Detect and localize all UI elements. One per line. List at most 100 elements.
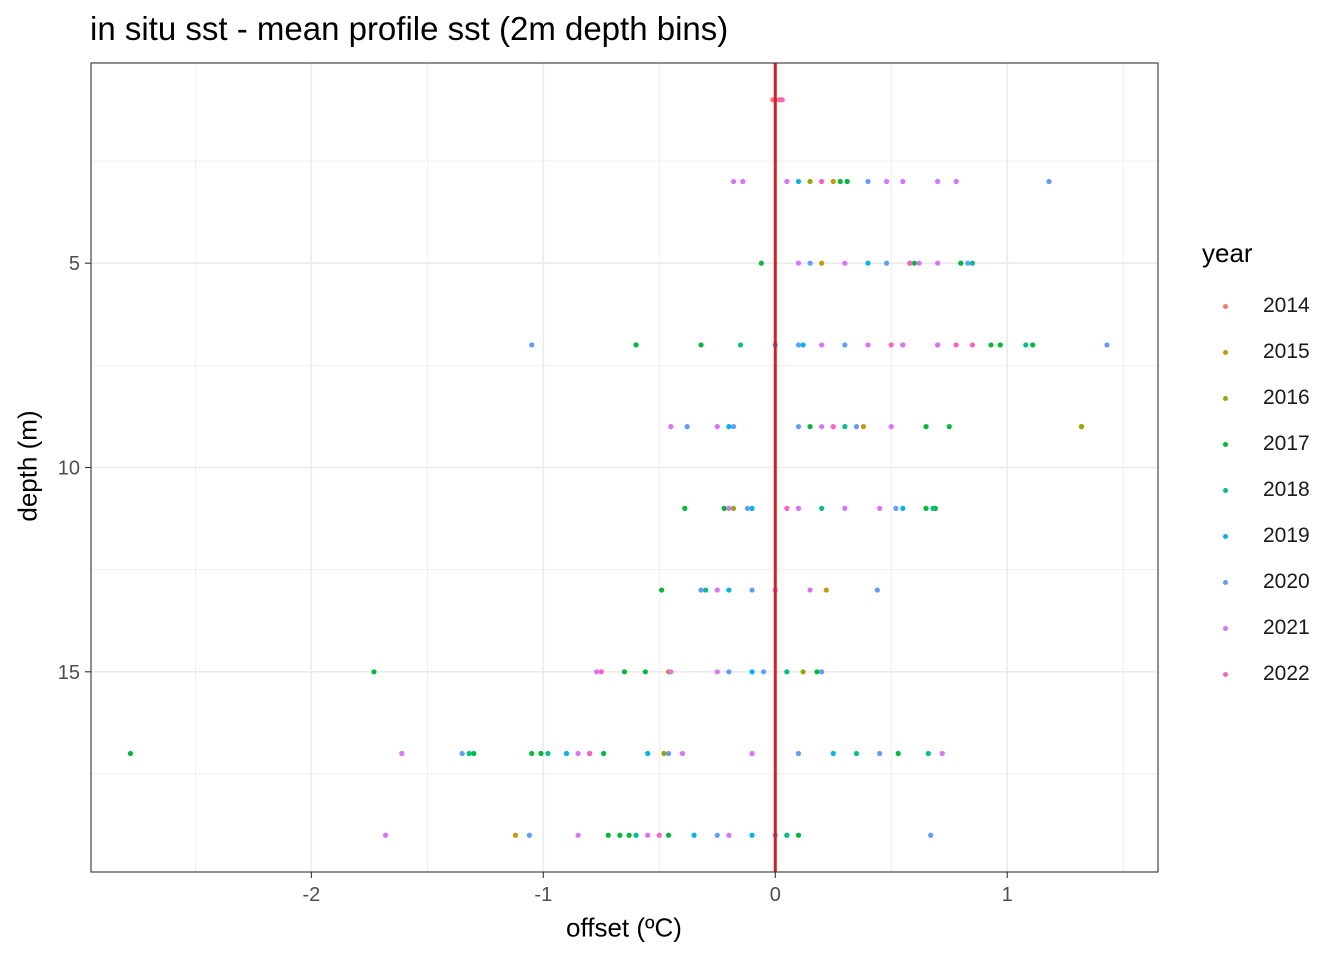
data-point [953, 342, 959, 348]
legend-key-dot [1223, 533, 1228, 539]
data-point [382, 832, 389, 838]
data-point [563, 750, 570, 757]
data-point [744, 505, 751, 511]
data-point [784, 832, 790, 838]
data-point [795, 832, 802, 838]
data-point [888, 424, 894, 430]
legend-key-dot [1223, 441, 1228, 447]
data-point [830, 750, 836, 757]
data-point [737, 342, 744, 348]
data-point [893, 505, 899, 511]
data-point [830, 178, 836, 185]
data-point [605, 832, 611, 838]
data-point [730, 505, 737, 511]
data-point [659, 587, 665, 593]
data-point [538, 750, 544, 757]
data-point [935, 260, 941, 266]
y-tick-label: 15 [58, 662, 80, 684]
data-point [726, 424, 732, 430]
data-point [814, 669, 820, 675]
data-point [698, 342, 704, 348]
data-point [617, 832, 623, 838]
data-point [819, 342, 825, 348]
data-point [930, 505, 936, 511]
data-point [721, 505, 727, 511]
data-point [795, 342, 802, 348]
data-point [800, 669, 806, 675]
legend-key-dot [1223, 625, 1228, 631]
y-axis-ticks: 5 10 15 [58, 253, 91, 684]
x-tick-label: 0 [770, 884, 781, 906]
data-point [819, 178, 825, 185]
legend-label: 2019 [1263, 524, 1310, 547]
data-point [795, 424, 802, 430]
data-point [819, 260, 825, 266]
data-point [1030, 342, 1036, 348]
data-point [730, 178, 737, 185]
data-point [645, 832, 651, 838]
data-point [969, 260, 976, 266]
data-point [939, 750, 945, 757]
data-point [529, 342, 535, 348]
data-point [714, 669, 720, 675]
legend-key-dot [1223, 487, 1228, 493]
data-point [621, 669, 628, 675]
data-point [749, 750, 755, 757]
data-point [807, 424, 813, 430]
legend-label: 2021 [1263, 616, 1310, 639]
legend-label: 2022 [1263, 662, 1310, 685]
y-tick-label: 5 [69, 253, 80, 275]
data-point [459, 750, 465, 757]
data-point [512, 832, 519, 838]
data-point [807, 587, 813, 593]
data-point [884, 178, 890, 185]
x-tick-label: -2 [302, 884, 320, 906]
data-point [749, 832, 755, 838]
data-point [1104, 342, 1110, 348]
legend-item: 2019 [1215, 521, 1310, 551]
data-point [726, 505, 732, 511]
data-point [911, 260, 918, 266]
data-point [935, 178, 941, 185]
data-point [823, 587, 829, 593]
data-point [749, 669, 755, 675]
x-tick-label: 1 [1002, 884, 1013, 906]
data-point [819, 424, 825, 430]
data-point [865, 178, 871, 185]
legend-label: 2020 [1263, 570, 1310, 593]
data-point [633, 342, 639, 348]
legend-label: 2018 [1263, 478, 1310, 501]
data-point [988, 342, 994, 348]
legend-item: 2021 [1215, 613, 1310, 643]
data-point [969, 342, 976, 348]
data-point [935, 342, 941, 348]
data-point [807, 260, 813, 266]
data-point [545, 750, 551, 757]
data-point [965, 260, 971, 266]
data-point [749, 505, 755, 511]
data-point [900, 342, 906, 348]
legend-item: 2018 [1215, 475, 1310, 505]
legend-item: 2022 [1215, 659, 1310, 689]
data-point [642, 669, 648, 675]
data-point [668, 669, 674, 675]
data-point [684, 424, 690, 430]
data-point [784, 505, 790, 511]
data-point [784, 669, 790, 675]
data-point [807, 178, 813, 185]
chart-title: in situ sst - mean profile sst (2m depth… [90, 10, 729, 47]
data-point [726, 832, 732, 838]
data-point [399, 750, 405, 757]
data-point [466, 750, 472, 757]
data-point [526, 832, 532, 838]
legend-title: year [1202, 238, 1253, 268]
legend-key-dot [1223, 671, 1228, 677]
data-point [645, 750, 651, 757]
legend-key-dot [1223, 395, 1228, 401]
data-point [714, 587, 720, 593]
data-point [575, 832, 581, 838]
data-point [997, 342, 1003, 348]
data-point [679, 750, 686, 757]
data-point [1046, 178, 1052, 185]
